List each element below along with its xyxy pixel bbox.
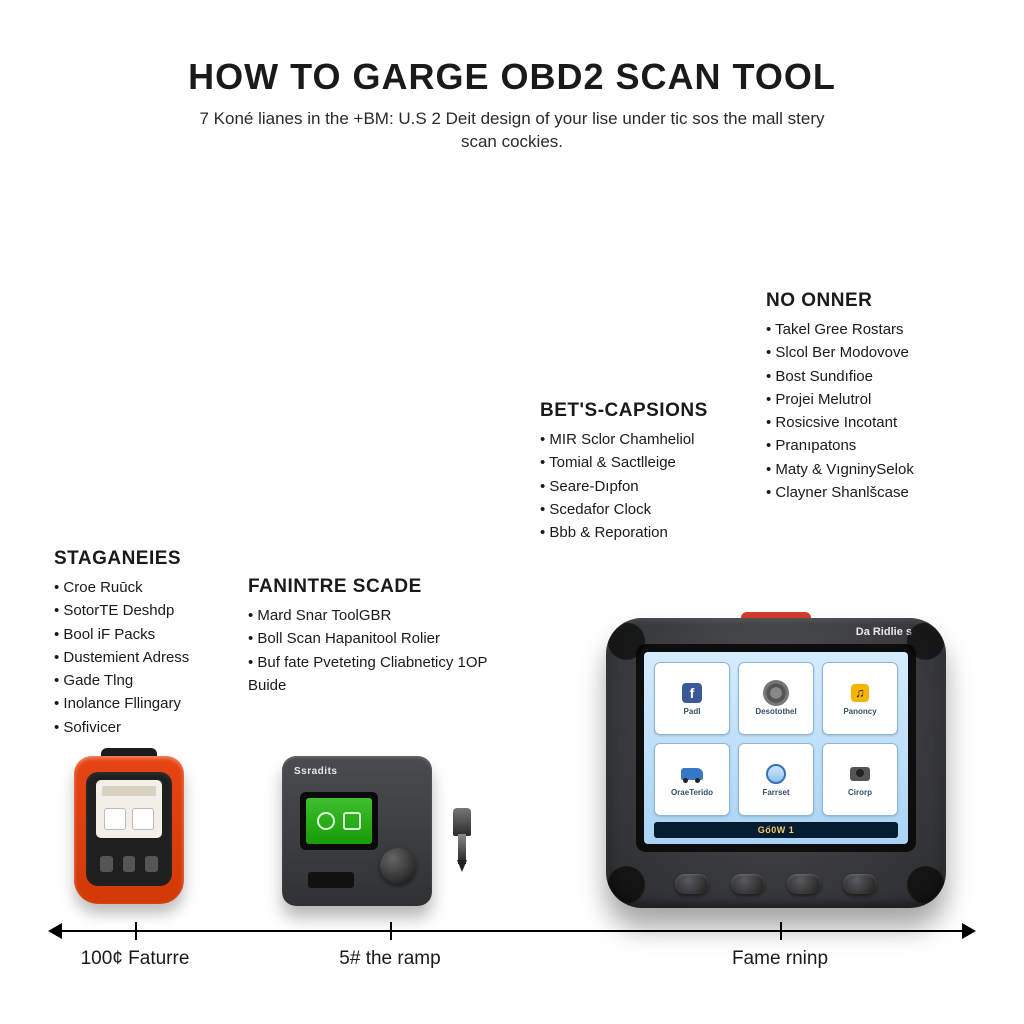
probe-barrel: [453, 808, 471, 836]
list-item: Buf fate Pveteting Cliabneticy 1OP Buide: [248, 651, 518, 698]
axis-tick-label: 100¢ Faturre: [81, 948, 190, 970]
scanner-screen: [96, 780, 162, 838]
scanner-hardware-button-icon: [100, 856, 113, 872]
list-item: Bbb & Reporation: [540, 521, 708, 544]
diag-box-lcd: [300, 792, 378, 850]
screen-header-bar: [102, 786, 156, 796]
diag-box-lcd-inner: [306, 798, 372, 844]
list-item: Tomial & Sactlleige: [540, 451, 708, 474]
diag-box-logo: Ssradits: [294, 766, 337, 777]
list-item: Scedafor Clock: [540, 498, 708, 521]
tablet-hardware-button-icon: [675, 874, 709, 894]
list-item: Inolance Fllingary: [54, 692, 189, 715]
list-item: Rosicsive Incotant: [766, 411, 914, 434]
globe-icon: [764, 762, 788, 786]
column-list: Croe Ruūck SotorTE Deshdp Bool iF Packs …: [54, 576, 189, 739]
list-item: MIR Sclor Chamheliol: [540, 428, 708, 451]
tablet-model-label: Gố0W 1: [654, 822, 898, 838]
list-item: Bost Sundıfioe: [766, 365, 914, 388]
axis-tick-label: 5# the ramp: [339, 948, 440, 970]
feature-column-bets-capsions: BET'S-CAPSIONS MIR Sclor Chamheliol Tomi…: [540, 400, 708, 544]
tablet-screen: f Padl Desotothel ♫ Panoncy OraeTerido: [644, 652, 908, 844]
device-small-scanner: [74, 756, 184, 904]
feature-column-fanintre: FANINTRE SCADE Mard Snar ToolGBR Boll Sc…: [248, 576, 518, 697]
list-item: Slcol Ber Modovove: [766, 341, 914, 364]
tablet-app-grid: f Padl Desotothel ♫ Panoncy OraeTerido: [654, 662, 898, 816]
column-list: MIR Sclor Chamheliol Tomial & Sactlleige…: [540, 428, 708, 544]
app-label: OraeTerido: [671, 788, 713, 797]
gear-icon: [764, 681, 788, 705]
list-item: Mard Snar ToolGBR: [248, 604, 518, 627]
list-item: Gade Tlng: [54, 669, 189, 692]
list-item: Dustemient Adress: [54, 646, 189, 669]
column-heading: STAGANEIES: [54, 548, 189, 570]
screen-tile: [132, 808, 154, 830]
list-item: Boll Scan Hapanitool Rolier: [248, 627, 518, 650]
app-label: Cirorp: [848, 788, 872, 797]
power-icon: [317, 812, 335, 830]
camera-icon: [848, 762, 872, 786]
column-list: Mard Snar ToolGBR Boll Scan Hapanitool R…: [248, 604, 518, 697]
scanner-button-row: [100, 856, 158, 876]
screen-tile: [104, 808, 126, 830]
tablet-hardware-button-row: [675, 874, 877, 894]
scanner-face: [86, 772, 172, 886]
list-item: Bool iF Packs: [54, 623, 189, 646]
list-item: SotorTE Deshdp: [54, 599, 189, 622]
column-heading: BET'S-CAPSIONS: [540, 400, 708, 422]
tablet-app-tile: Farrset: [738, 743, 814, 816]
comparison-axis: [60, 930, 964, 932]
tablet-app-tile: OraeTerido: [654, 743, 730, 816]
axis-tick: [390, 922, 392, 940]
list-item: Seare-Dıpfon: [540, 475, 708, 498]
app-label: Farrset: [762, 788, 789, 797]
axis-tick: [135, 922, 137, 940]
column-heading: NO ONNER: [766, 290, 914, 312]
list-item: Croe Ruūck: [54, 576, 189, 599]
tablet-bezel: Da Ridlie s f Padl Desotothel ♫ Panoncy: [636, 644, 916, 852]
diag-box-body: Ssradits: [282, 756, 432, 906]
tablet-app-tile: f Padl: [654, 662, 730, 735]
diag-probe: [433, 808, 491, 872]
tablet-app-tile: ♫ Panoncy: [822, 662, 898, 735]
list-item: Projei Melutrol: [766, 388, 914, 411]
app-label: Padl: [684, 707, 701, 716]
tablet-app-tile: Desotothel: [738, 662, 814, 735]
page-subtitle: 7 Koné lianes in the +BM: U.S 2 Deit des…: [192, 108, 832, 154]
facebook-icon: f: [680, 681, 704, 705]
tablet-hardware-button-icon: [787, 874, 821, 894]
tablet-app-tile: Cirorp: [822, 743, 898, 816]
screen-tile-row: [104, 808, 154, 830]
diag-box-dial-icon: [380, 848, 416, 884]
tablet-hardware-button-icon: [731, 874, 765, 894]
list-item: Clayner Shanlšcase: [766, 481, 914, 504]
tablet-brand-label: Da Ridlie s: [856, 626, 912, 638]
app-label: Panoncy: [843, 707, 876, 716]
page-title: HOW TO GARGE OBD2 SCAN TOOL: [0, 0, 1024, 98]
app-label: Desotothel: [755, 707, 796, 716]
device-diagnostic-box: Ssradits: [282, 736, 487, 906]
axis-tick-label: Fame rninp: [732, 948, 828, 970]
tablet-hardware-button-icon: [843, 874, 877, 894]
list-item: Takel Gree Rostars: [766, 318, 914, 341]
car-icon: [680, 762, 704, 786]
feature-column-no-onner: NO ONNER Takel Gree Rostars Slcol Ber Mo…: [766, 290, 914, 504]
column-heading: FANINTRE SCADE: [248, 576, 518, 598]
list-item: Sofivicer: [54, 716, 189, 739]
list-item: Maty & VıgninySelok: [766, 458, 914, 481]
music-icon: ♫: [848, 681, 872, 705]
scanner-hardware-button-icon: [123, 856, 136, 872]
column-list: Takel Gree Rostars Slcol Ber Modovove Bo…: [766, 318, 914, 504]
diag-box-port: [308, 872, 354, 888]
axis-tick: [780, 922, 782, 940]
tablet-body: Da Ridlie s f Padl Desotothel ♫ Panoncy: [606, 618, 946, 908]
feature-column-staganeies: STAGANEIES Croe Ruūck SotorTE Deshdp Boo…: [54, 548, 189, 739]
list-item: Pranıpatons: [766, 434, 914, 457]
probe-tip: [457, 860, 467, 872]
device-rugged-tablet: Da Ridlie s f Padl Desotothel ♫ Panoncy: [606, 618, 946, 908]
scanner-hardware-button-icon: [145, 856, 158, 872]
menu-icon: [343, 812, 361, 830]
